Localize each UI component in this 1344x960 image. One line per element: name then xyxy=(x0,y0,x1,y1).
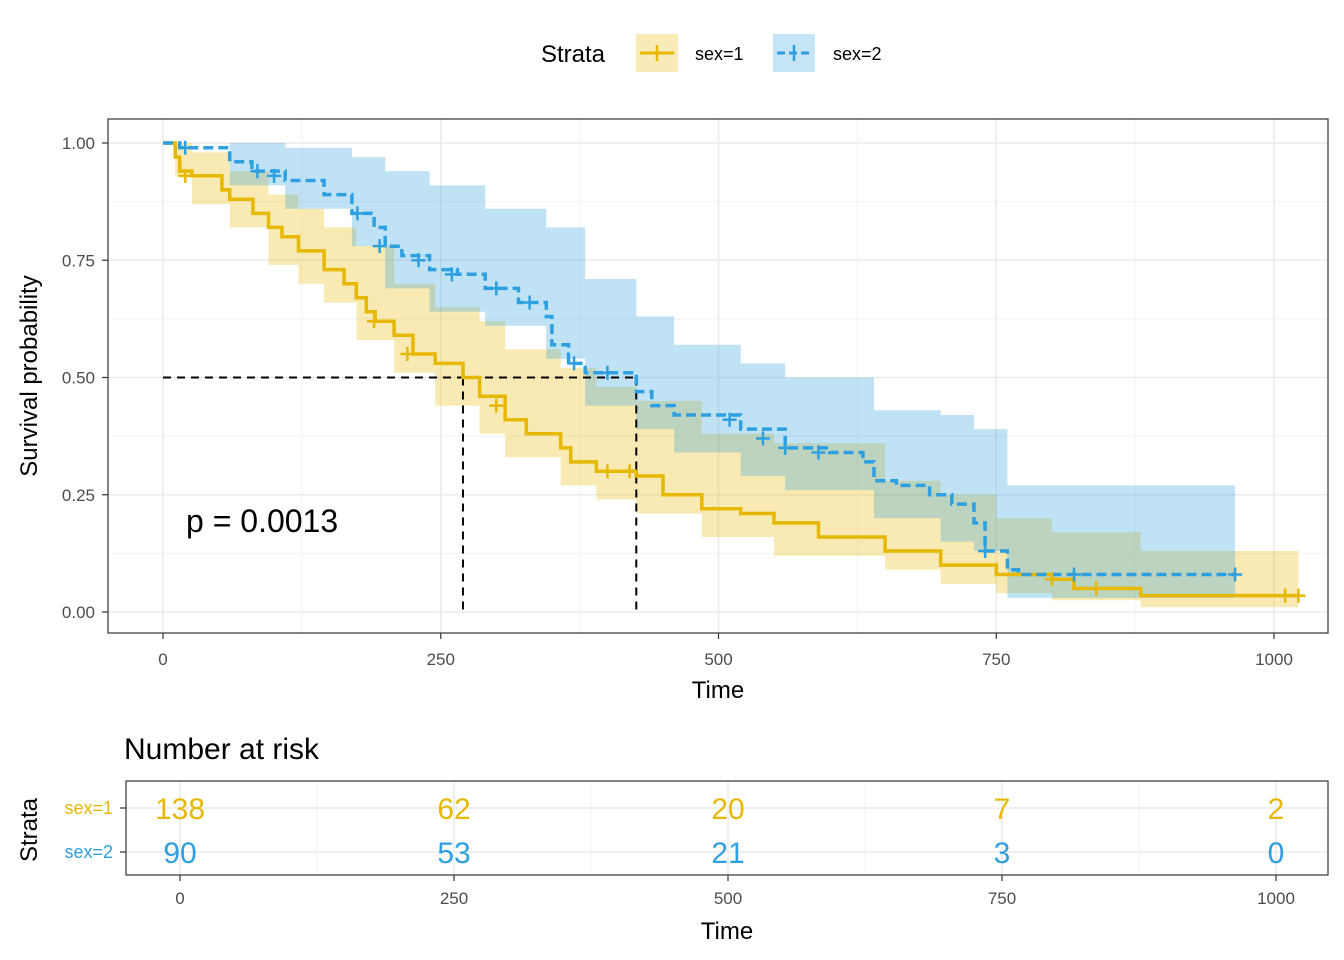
risk-x-tick-label: 250 xyxy=(440,889,468,908)
risk-strata-labels: sex=1 sex=2 xyxy=(64,798,126,862)
censor-mark-series-2 xyxy=(350,206,365,221)
censor-mark-series-2 xyxy=(250,164,265,179)
censor-mark-series-1 xyxy=(489,398,504,413)
y-axis-title: Survival probability xyxy=(16,275,43,476)
risk-strata-label: sex=2 xyxy=(64,842,113,862)
censor-mark-series-1 xyxy=(600,464,615,479)
censor-marks xyxy=(178,140,1306,603)
y-tick-label: 0.00 xyxy=(62,603,95,622)
survival-plot: 0.00 0.25 0.50 0.75 1.00 0 250 500 750 1000 p = … xyxy=(16,118,1329,704)
censor-mark-series-2 xyxy=(1067,567,1082,582)
y-tick-label: 0.50 xyxy=(62,369,95,388)
censor-mark-series-2 xyxy=(489,281,504,296)
risk-x-tick-label: 750 xyxy=(988,889,1016,908)
x-axis-title: Time xyxy=(692,677,744,704)
x-axis: 0 250 500 750 1000 xyxy=(158,633,1293,669)
risk-value: 7 xyxy=(994,793,1011,826)
censor-mark-series-2 xyxy=(444,267,459,282)
risk-x-axis: 0 250 500 750 1000 xyxy=(175,875,1295,908)
risk-value: 62 xyxy=(437,793,470,826)
censor-mark-series-1 xyxy=(1291,588,1306,603)
censor-mark-series-2 xyxy=(600,365,615,380)
plot-grid xyxy=(108,119,1328,633)
censor-mark-series-2 xyxy=(778,440,793,455)
risk-values: 138 62 20 7 2 90 53 21 3 0 xyxy=(155,793,1284,870)
risk-panel xyxy=(126,781,1328,875)
censor-mark-series-2 xyxy=(372,239,387,254)
censor-mark-series-2 xyxy=(178,140,193,155)
risk-grid xyxy=(126,781,1328,875)
censor-mark-series-1 xyxy=(622,464,637,479)
y-axis: 0.00 0.25 0.50 0.75 1.00 xyxy=(62,134,108,622)
legend-label-sex1: sex=1 xyxy=(695,44,744,64)
risk-strata-label: sex=1 xyxy=(64,798,113,818)
risk-y-axis-title: Strata xyxy=(16,797,43,862)
censor-mark-series-2 xyxy=(1228,567,1243,582)
x-tick-label: 500 xyxy=(704,650,732,669)
legend: Strata sex=1 sex=2 xyxy=(541,34,882,72)
risk-value: 90 xyxy=(163,837,196,870)
p-value: p = 0.0013 xyxy=(186,503,338,539)
risk-x-tick-label: 1000 xyxy=(1257,889,1295,908)
risk-value: 21 xyxy=(711,837,744,870)
risk-x-tick-label: 0 xyxy=(175,889,184,908)
censor-mark-series-1 xyxy=(1044,572,1059,587)
risk-table-title: Number at risk xyxy=(124,733,320,766)
censor-mark-series-2 xyxy=(267,168,282,183)
risk-x-tick-label: 500 xyxy=(714,889,742,908)
risk-border xyxy=(125,780,1329,876)
censor-mark-series-1 xyxy=(1278,588,1293,603)
y-tick-label: 1.00 xyxy=(62,134,95,153)
risk-value: 138 xyxy=(155,793,205,826)
censor-mark-series-2 xyxy=(811,445,826,460)
risk-x-axis-title: Time xyxy=(701,918,753,945)
censor-mark-series-2 xyxy=(978,544,993,559)
risk-value: 53 xyxy=(437,837,470,870)
risk-value: 3 xyxy=(994,837,1011,870)
legend-title: Strata xyxy=(541,41,606,68)
x-tick-label: 0 xyxy=(158,650,167,669)
censor-mark-series-2 xyxy=(567,356,582,371)
risk-value: 0 xyxy=(1268,837,1285,870)
median-lines xyxy=(163,376,638,612)
censor-mark-series-1 xyxy=(178,168,193,183)
legend-label-sex2: sex=2 xyxy=(833,44,882,64)
risk-table: Number at risk 138 62 20 7 290 53 21 3 0 sex=1se… xyxy=(16,733,1329,945)
x-tick-label: 1000 xyxy=(1255,650,1293,669)
x-tick-label: 750 xyxy=(982,650,1010,669)
censor-mark-series-1 xyxy=(367,314,382,329)
risk-value: 20 xyxy=(711,793,744,826)
y-tick-label: 0.75 xyxy=(62,251,95,270)
y-tick-label: 0.25 xyxy=(62,486,95,505)
censor-mark-series-1 xyxy=(1089,581,1104,596)
ci-band-series-1 xyxy=(163,143,1299,608)
x-tick-label: 250 xyxy=(427,650,455,669)
censor-mark-series-2 xyxy=(722,412,737,427)
survival-curve-series-1 xyxy=(163,141,1299,598)
risk-value: 2 xyxy=(1268,793,1285,826)
censor-mark-series-2 xyxy=(755,431,770,446)
censor-mark-series-1 xyxy=(400,347,415,362)
censor-mark-series-2 xyxy=(411,253,426,268)
censor-mark-series-2 xyxy=(522,295,537,310)
